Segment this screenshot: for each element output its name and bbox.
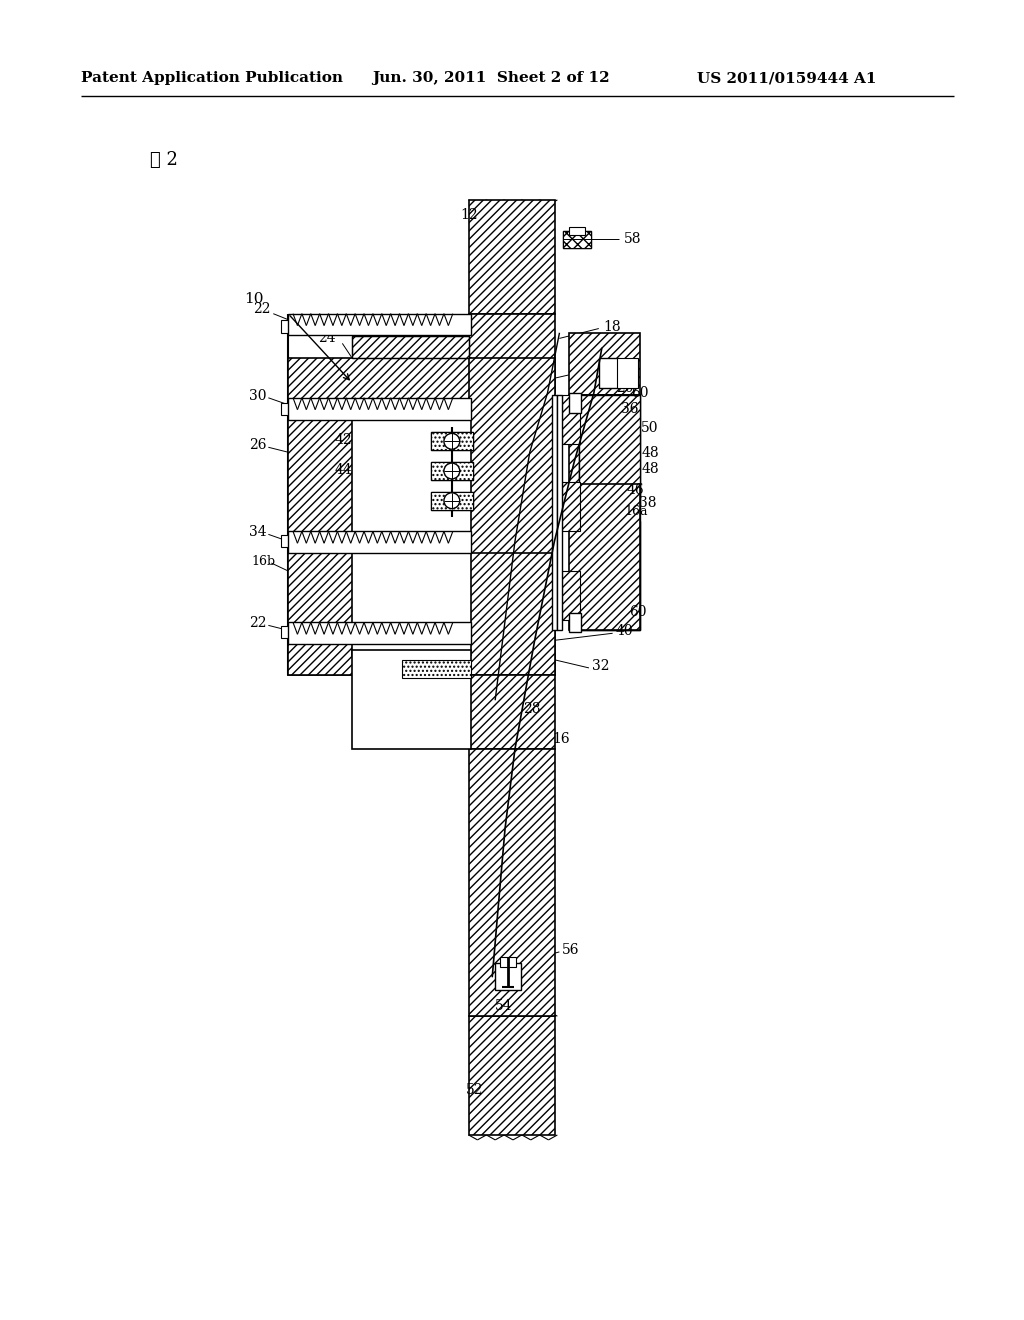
Bar — [469, 748, 555, 1016]
Text: 26: 26 — [249, 438, 266, 453]
Text: 28: 28 — [523, 702, 541, 717]
Bar — [282, 319, 295, 334]
Bar — [352, 651, 471, 748]
Bar — [569, 227, 585, 235]
Bar — [431, 433, 472, 450]
Text: 54: 54 — [496, 999, 513, 1014]
Bar — [580, 395, 640, 506]
Text: 18: 18 — [604, 319, 622, 334]
Text: 14: 14 — [604, 359, 622, 374]
Text: 12a: 12a — [401, 325, 427, 338]
Text: Jun. 30, 2011  Sheet 2 of 12: Jun. 30, 2011 Sheet 2 of 12 — [372, 71, 609, 86]
Bar — [282, 403, 295, 414]
Text: 42: 42 — [335, 433, 352, 447]
Bar — [562, 572, 580, 620]
Bar — [562, 395, 580, 445]
Circle shape — [444, 463, 460, 479]
Text: 38: 38 — [639, 496, 656, 510]
Text: 48: 48 — [641, 462, 658, 477]
Bar — [288, 553, 471, 675]
Bar — [552, 395, 557, 631]
Bar — [569, 393, 581, 413]
Bar — [616, 358, 638, 388]
Text: 10: 10 — [244, 292, 263, 306]
Text: 22: 22 — [254, 302, 271, 315]
Text: 36: 36 — [622, 401, 639, 416]
Text: 12: 12 — [461, 207, 478, 222]
Bar — [469, 553, 555, 675]
Text: Patent Application Publication: Patent Application Publication — [81, 71, 343, 86]
Text: 16a: 16a — [625, 506, 648, 517]
Bar — [352, 420, 471, 655]
Bar — [569, 484, 640, 631]
Text: 16: 16 — [552, 733, 570, 746]
Bar — [580, 395, 640, 631]
Bar — [569, 395, 640, 484]
Bar — [569, 334, 640, 395]
Bar — [288, 314, 471, 335]
Circle shape — [444, 492, 460, 508]
Bar — [282, 627, 295, 639]
Bar — [599, 358, 618, 388]
Text: 34: 34 — [249, 525, 266, 540]
Bar — [431, 462, 472, 480]
Bar — [431, 433, 472, 450]
Circle shape — [444, 433, 460, 449]
Bar — [288, 623, 471, 644]
Text: 22: 22 — [249, 616, 266, 631]
Bar — [431, 492, 472, 510]
Bar — [469, 199, 555, 314]
Text: 56: 56 — [562, 942, 580, 957]
Text: 24: 24 — [317, 331, 335, 346]
Text: 60: 60 — [630, 605, 647, 619]
Text: 40: 40 — [615, 624, 633, 639]
Bar — [569, 612, 581, 632]
Text: 50: 50 — [641, 421, 658, 436]
Bar — [469, 675, 555, 748]
Bar — [431, 492, 472, 510]
Bar — [352, 337, 469, 358]
Text: 52: 52 — [466, 1084, 483, 1097]
Text: US 2011/0159444 A1: US 2011/0159444 A1 — [697, 71, 877, 86]
Text: 44: 44 — [335, 463, 352, 477]
Bar — [282, 536, 295, 548]
Bar — [500, 957, 516, 966]
Bar — [288, 397, 471, 420]
Bar — [431, 462, 472, 480]
Bar — [352, 337, 469, 358]
Bar — [469, 358, 555, 675]
Bar — [496, 962, 521, 990]
Text: 46: 46 — [627, 483, 644, 496]
Bar — [563, 231, 591, 248]
Bar — [562, 482, 580, 532]
Text: 60: 60 — [632, 385, 649, 400]
Bar — [401, 660, 471, 677]
Text: 48: 48 — [641, 446, 658, 461]
Bar — [469, 314, 555, 393]
Text: 16b: 16b — [252, 554, 275, 568]
Bar — [469, 1016, 555, 1135]
Bar — [580, 521, 640, 631]
Text: 図 2: 図 2 — [150, 152, 178, 169]
Bar — [288, 532, 471, 553]
Text: 30: 30 — [249, 389, 266, 403]
Text: 20: 20 — [616, 381, 634, 395]
Bar — [557, 395, 562, 631]
Bar — [288, 358, 471, 675]
Bar — [563, 231, 591, 248]
Text: 58: 58 — [624, 232, 641, 247]
Text: 32: 32 — [592, 659, 609, 673]
